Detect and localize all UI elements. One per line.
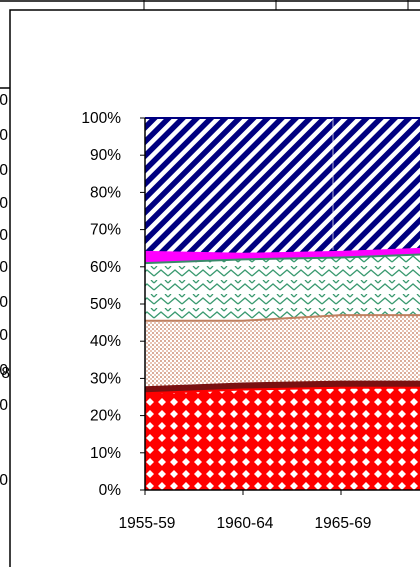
cut-off-label: 0: [0, 259, 8, 276]
cut-off-label: 0: [0, 472, 8, 489]
y-tick-label: 60%: [90, 259, 121, 276]
cut-off-label: 0: [0, 162, 8, 179]
cut-off-label: 0: [0, 127, 8, 144]
y-tick-label: 30%: [90, 370, 121, 387]
y-tick-label: 0%: [99, 482, 122, 499]
y-tick-label: 40%: [90, 333, 121, 350]
y-tick-label: 50%: [90, 296, 121, 313]
series-lines: [144, 117, 420, 395]
cut-off-label: 0: [0, 195, 8, 212]
y-tick-label: 100%: [81, 110, 121, 127]
area-series-1: [145, 387, 420, 490]
cut-off-label: 8: [1, 365, 10, 382]
cut-off-label: 0: [0, 362, 8, 379]
y-tick-label: 80%: [90, 184, 121, 201]
cut-off-label: 0: [0, 92, 8, 109]
series-line-3: [145, 314, 420, 322]
y-axis: 0% 10% 20% 30% 40% 50% 60% 70% 80% 90% 100%: [81, 110, 146, 499]
y-tick-label: 70%: [90, 222, 121, 239]
x-tick-label: 1955-59: [119, 515, 176, 532]
x-tick-label: 1960-64: [217, 515, 274, 532]
cut-off-label: 0: [0, 227, 8, 244]
series-line-2: [144, 380, 420, 390]
area-series-3: [145, 315, 420, 388]
y-tick-label: 20%: [90, 408, 121, 425]
series-line-1: [144, 386, 420, 395]
series-line-5: [144, 247, 420, 255]
cut-off-label: 0: [0, 327, 8, 344]
y-tick-label: 10%: [90, 445, 121, 462]
area-series-6: [145, 118, 420, 254]
area-layers: [145, 118, 420, 490]
y-tick-label: 90%: [90, 147, 121, 164]
x-tick-label: 1965-69: [315, 515, 372, 532]
cut-off-label: 0: [0, 397, 8, 414]
area-series-4: [145, 254, 420, 321]
plot-area: [144, 117, 420, 490]
series-line-4: [144, 253, 420, 265]
cut-off-label: 0: [0, 294, 8, 311]
